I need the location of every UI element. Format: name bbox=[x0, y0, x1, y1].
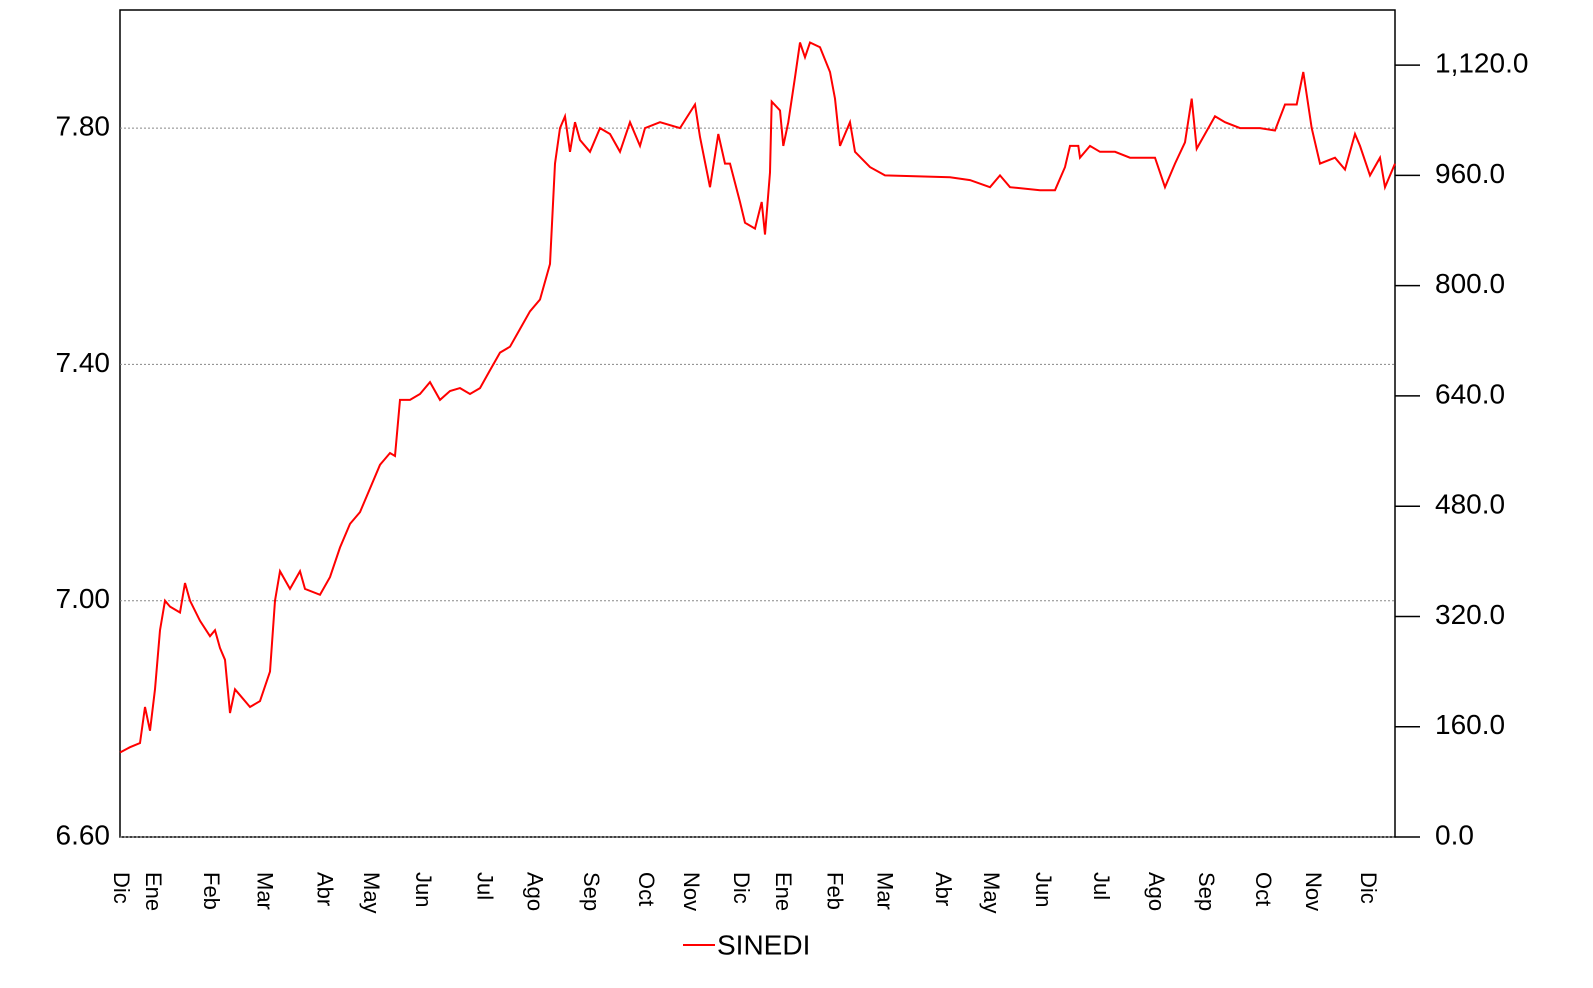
x-tick-label: Sep bbox=[1194, 872, 1219, 911]
x-tick-label: Jul bbox=[1089, 872, 1114, 900]
x-tick-label: Feb bbox=[823, 872, 848, 910]
x-tick-label: Oct bbox=[1251, 872, 1276, 906]
x-tick-label: May bbox=[359, 872, 384, 914]
y2-tick-label: 640.0 bbox=[1435, 378, 1505, 409]
y-tick-label: 6.60 bbox=[56, 819, 111, 850]
x-tick-label: Sep bbox=[579, 872, 604, 911]
legend-label: SINEDI bbox=[717, 929, 810, 960]
x-tick-label: Ene bbox=[141, 872, 166, 911]
x-tick-label: Jun bbox=[411, 872, 436, 907]
y2-tick-label: 960.0 bbox=[1435, 158, 1505, 189]
x-tick-label: Ene bbox=[771, 872, 796, 911]
x-tick-label: May bbox=[979, 872, 1004, 914]
x-tick-label: Ago bbox=[1144, 872, 1169, 911]
y-tick-label: 7.80 bbox=[56, 111, 111, 142]
y2-tick-label: 320.0 bbox=[1435, 599, 1505, 630]
x-tick-label: Mar bbox=[253, 872, 278, 910]
y-tick-label: 7.40 bbox=[56, 347, 111, 378]
x-tick-label: Ago bbox=[523, 872, 548, 911]
y2-tick-label: 160.0 bbox=[1435, 709, 1505, 740]
y2-tick-label: 0.0 bbox=[1435, 819, 1474, 850]
x-tick-label: Nov bbox=[679, 872, 704, 911]
x-tick-label: Jun bbox=[1031, 872, 1056, 907]
x-tick-label: Abr bbox=[313, 872, 338, 906]
y2-tick-label: 800.0 bbox=[1435, 268, 1505, 299]
line bbox=[119, 41, 1396, 754]
x-tick-label: Nov bbox=[1301, 872, 1326, 911]
y2-tick-label: 480.0 bbox=[1435, 489, 1505, 520]
x-tick-label: Dic bbox=[729, 872, 754, 904]
x-tick-label: Jul bbox=[473, 872, 498, 900]
x-tick-label: Feb bbox=[199, 872, 224, 910]
plot-frame bbox=[119, 9, 1396, 838]
x-tick-label: Oct bbox=[634, 872, 659, 906]
y-tick-label: 7.00 bbox=[56, 583, 111, 614]
x-tick-label: Mar bbox=[873, 872, 898, 910]
x-tick-label: Dic bbox=[1356, 872, 1381, 904]
y2-tick-label: 1,120.0 bbox=[1435, 48, 1528, 79]
x-tick-label: Abr bbox=[931, 872, 956, 906]
x-tick-label: Dic bbox=[109, 872, 134, 904]
